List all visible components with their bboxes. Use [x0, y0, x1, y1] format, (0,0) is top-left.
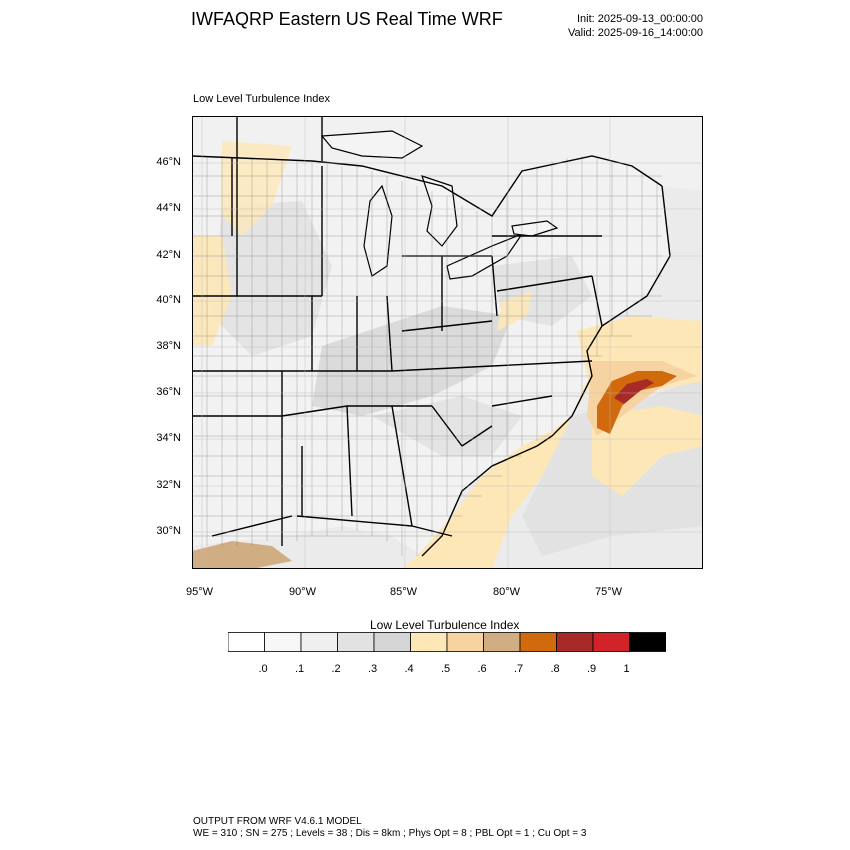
- graticule: [192, 116, 703, 569]
- gray-patch-west: [212, 201, 332, 356]
- lat-label: 34°N: [156, 432, 181, 444]
- init-time: Init: 2025-09-13_00:00:00: [577, 13, 703, 25]
- colorbar-cell: [592, 632, 630, 652]
- offshore-band-light-2: [592, 406, 703, 496]
- colorbar-label: .5: [441, 663, 451, 675]
- colorbar-label: .9: [587, 663, 597, 675]
- valid-time: Valid: 2025-09-16_14:00:00: [568, 27, 703, 39]
- colorbar-cell: [556, 632, 594, 652]
- lon-label: 95°W: [186, 586, 214, 598]
- lat-label: 46°N: [156, 156, 181, 168]
- map-label: Low Level Turbulence Index: [193, 93, 330, 105]
- page-title: IWFAQRP Eastern US Real Time WRF: [191, 9, 503, 29]
- lat-label: 42°N: [156, 249, 181, 261]
- colorbar-label: .2: [331, 663, 341, 675]
- colorbar-cell: [337, 632, 375, 652]
- coastal-band-light: [402, 366, 602, 569]
- colorbar-cell: [300, 632, 338, 652]
- lake-superior: [320, 130, 424, 159]
- colorbar-label: .1: [295, 663, 305, 675]
- lat-label: 40°N: [156, 294, 181, 306]
- lat-label: 44°N: [156, 202, 181, 214]
- gulf-band: [192, 541, 292, 569]
- lat-label: 32°N: [156, 479, 181, 491]
- colorbar-cell: [228, 632, 265, 652]
- colorbar-label: 1: [623, 663, 630, 675]
- canada-land: [192, 116, 703, 216]
- footer-config: WE = 310 ; SN = 275 ; Levels = 38 ; Dis …: [193, 828, 587, 839]
- colorbar-cell: [410, 632, 448, 652]
- colorbar-label: .6: [477, 663, 487, 675]
- colorbar-title: Low Level Turbulence Index: [370, 618, 520, 632]
- map-panel: [192, 116, 703, 569]
- colorbar-label: .3: [368, 663, 378, 675]
- lat-label: 36°N: [156, 386, 181, 398]
- colorbar-cell: [483, 632, 521, 652]
- county-grid: [192, 156, 662, 556]
- colorbar-label: .4: [404, 663, 414, 675]
- nw-band-light: [222, 141, 292, 236]
- lat-label: 30°N: [156, 525, 181, 537]
- colorbar-cell: [519, 632, 557, 652]
- lake-ontario: [511, 220, 559, 237]
- turbulence-red: [614, 379, 654, 404]
- colorbar: [228, 632, 666, 652]
- lon-label: 80°W: [493, 586, 521, 598]
- map-frame: [192, 116, 703, 569]
- colorbar-cell: [373, 632, 411, 652]
- colorbar-label: .7: [514, 663, 524, 675]
- turbulence-orange: [597, 371, 677, 434]
- colorbar-cell: [446, 632, 484, 652]
- lon-label: 90°W: [289, 586, 317, 598]
- colorbar-label: .0: [258, 663, 268, 675]
- lon-label: 75°W: [595, 586, 623, 598]
- colorbar-label: .8: [550, 663, 560, 675]
- footer-model: OUTPUT FROM WRF V4.6.1 MODEL: [193, 816, 362, 827]
- colorbar-cell: [264, 632, 302, 652]
- lon-label: 85°W: [390, 586, 418, 598]
- colorbar-cell: [629, 632, 666, 652]
- lat-label: 38°N: [156, 340, 181, 352]
